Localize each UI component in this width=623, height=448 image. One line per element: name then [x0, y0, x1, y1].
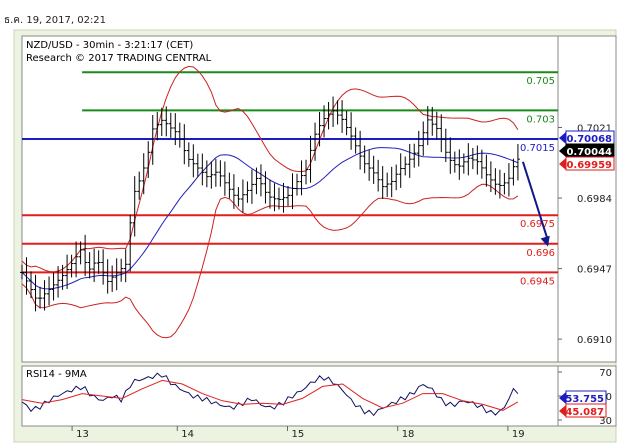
rsi-plot-area: [21, 365, 559, 427]
price-axis-ticks: 0.7021 0.6984 0.6947 0.6910: [558, 124, 612, 346]
level-label-2: 0.7015: [520, 143, 555, 154]
rsi-badges: 53.755 45.087: [559, 390, 607, 418]
level-label-0: 0.705: [526, 76, 555, 87]
price-badge-label: 0.69959: [566, 160, 612, 171]
price-tick-label: 0.7021: [577, 124, 612, 135]
price-bars: [20, 96, 520, 312]
rsi-badge-label: 45.087: [565, 407, 604, 418]
forecast-arrow-shaft: [521, 161, 549, 241]
price-badge-pointer: [559, 145, 566, 157]
price-tick-label: 0.6910: [577, 335, 612, 346]
chart-title: NZD/USD - 30min - 3:21:17 (CET): [26, 40, 193, 51]
level-label-5: 0.6945: [520, 276, 555, 287]
rsi-tick-label: 30: [599, 416, 612, 427]
price-plot-area: [21, 35, 559, 363]
price-badge-pointer: [559, 132, 566, 144]
time-tick-label: 14: [181, 429, 194, 440]
price-tick-label: 0.6984: [577, 194, 612, 205]
price-tick-label: 0.6947: [577, 265, 612, 276]
rsi-badge-pointer: [559, 405, 566, 417]
price-panel: 0.705 0.703 0.7015 0.6975 0.696 0.6945 0.7021…: [20, 35, 617, 363]
price-badge-pointer: [559, 158, 566, 170]
price-badge-label: 0.70044: [566, 147, 612, 158]
forecast-arrow-head: [540, 235, 550, 247]
time-tick-label: 13: [76, 429, 89, 440]
time-tick-label: 15: [291, 429, 304, 440]
price-badges: 0.70068 0.70044 0.69959: [559, 130, 615, 171]
rsi-badge-label: 53.755: [565, 394, 604, 405]
time-tick-label: 18: [402, 429, 415, 440]
price-badge-label: 0.70068: [566, 134, 612, 145]
rsi-tick-label: 70: [599, 368, 612, 379]
bollinger-upper: [21, 65, 519, 273]
level-label-3: 0.6975: [520, 219, 555, 230]
time-axis: 13 14 15 18 19: [71, 426, 525, 440]
rsi-title: RSI14 - 9MA: [26, 369, 87, 380]
chart-subtitle: Research © 2017 TRADING CENTRAL: [26, 53, 212, 64]
time-tick-label: 19: [512, 429, 525, 440]
level-label-4: 0.696: [526, 248, 555, 259]
level-label-1: 0.703: [526, 114, 555, 125]
rsi-badge-pointer: [559, 392, 566, 404]
rsi-lines: [21, 372, 519, 417]
date-header: ธ.ค. 19, 2017, 02:21: [4, 15, 106, 26]
forecast-arrow: [521, 161, 550, 247]
rsi-ma-line: [21, 379, 519, 411]
price-axis-area: [557, 35, 617, 363]
